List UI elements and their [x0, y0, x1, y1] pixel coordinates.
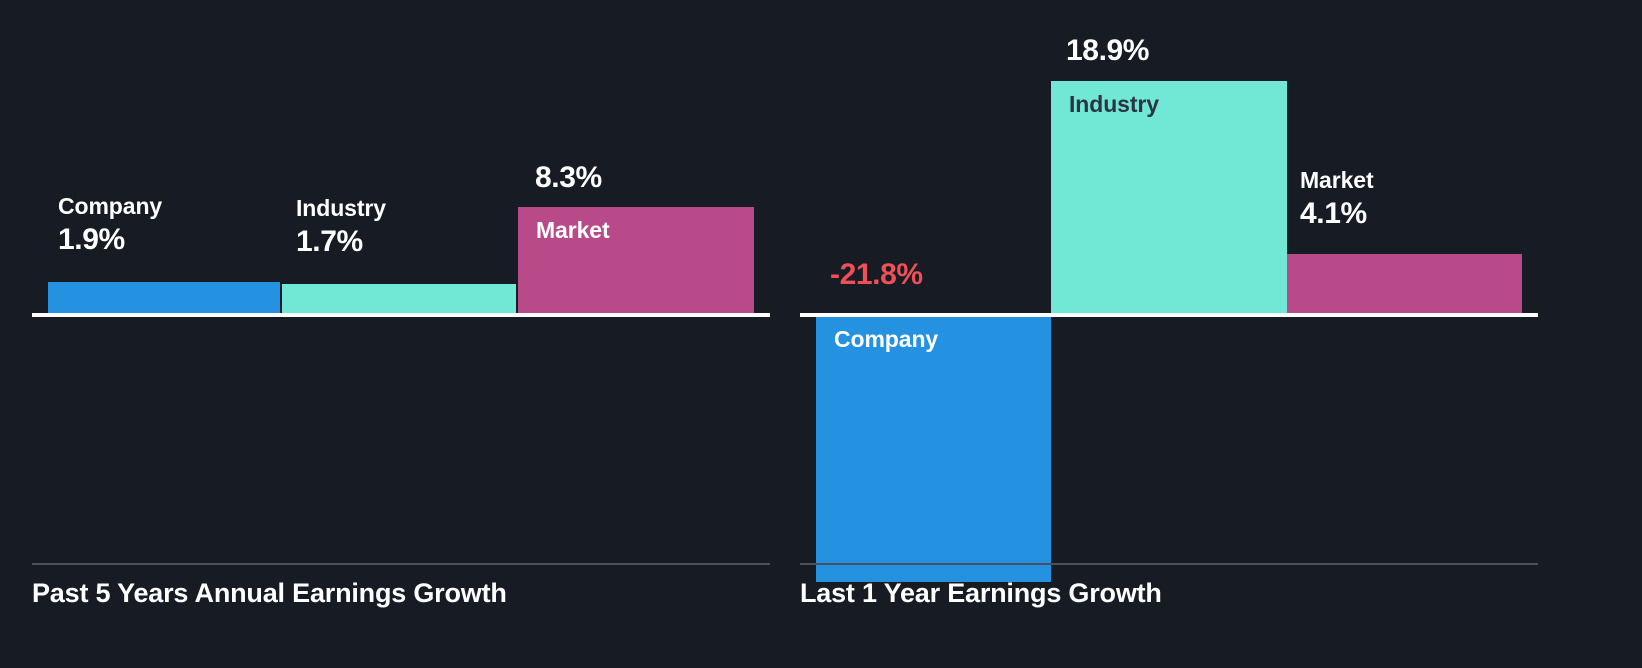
bar-industry-right[interactable]: Industry [1051, 81, 1287, 315]
bar-outside-label-industry-left: Industry 1.7% [296, 194, 386, 262]
chart-caption-right: Last 1 Year Earnings Growth [800, 578, 1162, 608]
bar-outside-label-market-right: Market 4.1% [1300, 166, 1374, 234]
bar-name-company-right: Company [834, 326, 939, 352]
bar-value-company-left: 1.9% [58, 223, 125, 256]
bar-name-market-left: Market [536, 217, 610, 243]
bar-name-market-right: Market [1300, 167, 1374, 193]
bar-name-company-left: Company [58, 193, 163, 219]
bar-market-left[interactable]: Market [518, 207, 754, 315]
plot-area-right: -21.8% Company 18.9% Industry Market 4.1… [800, 0, 1642, 585]
bar-value-industry-right: 18.9% [1066, 34, 1150, 67]
bar-outside-label-company-left: Company 1.9% [58, 192, 162, 260]
bar-company-right[interactable]: Company [816, 314, 1051, 582]
zero-baseline-left [32, 313, 770, 317]
bar-value-market-left: 8.3% [535, 161, 602, 194]
bar-name-industry-right: Industry [1069, 91, 1159, 117]
bar-value-market-right: 4.1% [1300, 197, 1367, 230]
bar-industry-left[interactable] [282, 284, 516, 315]
bar-value-company-right: -21.8% [830, 258, 923, 291]
bar-company-left[interactable] [48, 282, 280, 315]
footer-divider-left [32, 563, 770, 565]
chart-panel-past-5-years: Company 1.9% Industry 1.7% 8.3% Market P… [0, 0, 800, 668]
bar-name-industry-left: Industry [296, 195, 386, 221]
footer-divider-right [800, 563, 1538, 565]
zero-baseline-right [800, 313, 1538, 317]
bar-value-industry-left: 1.7% [296, 225, 363, 258]
plot-area-left: Company 1.9% Industry 1.7% 8.3% Market [0, 0, 800, 585]
chart-panel-last-1-year: -21.8% Company 18.9% Industry Market 4.1… [800, 0, 1642, 668]
bar-market-right[interactable] [1287, 254, 1522, 315]
chart-caption-left: Past 5 Years Annual Earnings Growth [32, 578, 507, 608]
